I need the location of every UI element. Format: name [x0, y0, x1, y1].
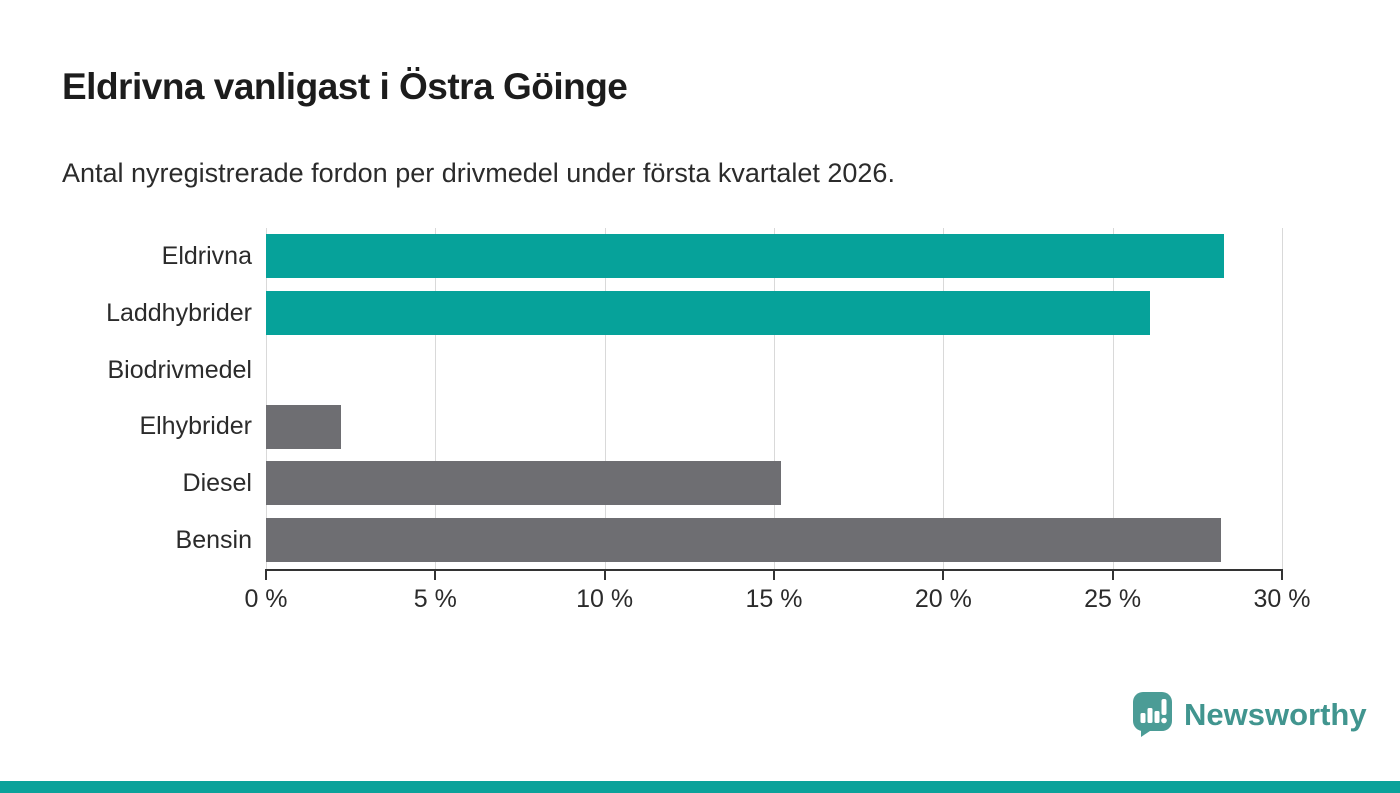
bar-row [266, 512, 1282, 569]
axis-tick-label: 10 % [576, 585, 634, 613]
category-label: Biodrivmedel [107, 355, 252, 384]
page-title: Eldrivna vanligast i Östra Göinge [62, 66, 628, 107]
bar-row [266, 455, 1282, 512]
gridline [774, 228, 775, 569]
axis-tick [265, 571, 267, 580]
newsworthy-logo-text: Newsworthy [1184, 696, 1367, 732]
bar-bensin [266, 518, 1222, 563]
bar-laddhybrider [266, 290, 1150, 335]
axis-tick [773, 571, 775, 580]
bar-row [266, 285, 1282, 342]
axis-tick-label: 30 % [1253, 585, 1311, 613]
newsworthy-logo: Newsworthy [1132, 691, 1367, 738]
axis-tick-label: 5 % [413, 585, 457, 613]
bar-elhybrider [266, 404, 341, 449]
axis-tick-label: 15 % [745, 585, 803, 613]
axis-tick [1111, 571, 1114, 580]
chart-subtitle: Antal nyregistrerade fordon per drivmede… [62, 158, 895, 188]
bar-diesel [266, 461, 781, 506]
x-axis: 0 % 5 % 10 % 15 % 20 % 25 % 30 % [244, 569, 1310, 619]
axis-tick [603, 571, 606, 580]
category-label: Bensin [175, 526, 252, 555]
newsworthy-logo-icon [1133, 692, 1172, 737]
bar-eldrivna [266, 234, 1225, 278]
axis-tick [942, 571, 945, 580]
bar-row [266, 228, 1282, 285]
axis-tick [434, 571, 437, 580]
bar-row [266, 399, 1282, 456]
axis-tick-label: 20 % [914, 585, 972, 613]
gridline [266, 228, 267, 569]
x-axis-line [265, 569, 1283, 571]
category-label: Diesel [182, 469, 252, 498]
category-label: Elhybrider [139, 412, 252, 441]
axis-tick [1281, 571, 1283, 580]
gridline [943, 228, 945, 569]
category-label: Eldrivna [161, 242, 252, 270]
axis-tick-label: 25 % [1084, 585, 1142, 613]
axis-tick-label: 0 % [244, 585, 288, 613]
gridline [1112, 228, 1114, 569]
bar-row [266, 342, 1282, 399]
gridline [435, 228, 437, 569]
gridline [604, 228, 606, 569]
category-labels: Eldrivna Laddhybrider Biodrivmedel Elhybrid… [0, 228, 252, 569]
category-label: Laddhybrider [106, 298, 252, 327]
gridline [1282, 228, 1283, 569]
footer-strip [0, 781, 1400, 793]
plot-area [266, 228, 1283, 569]
